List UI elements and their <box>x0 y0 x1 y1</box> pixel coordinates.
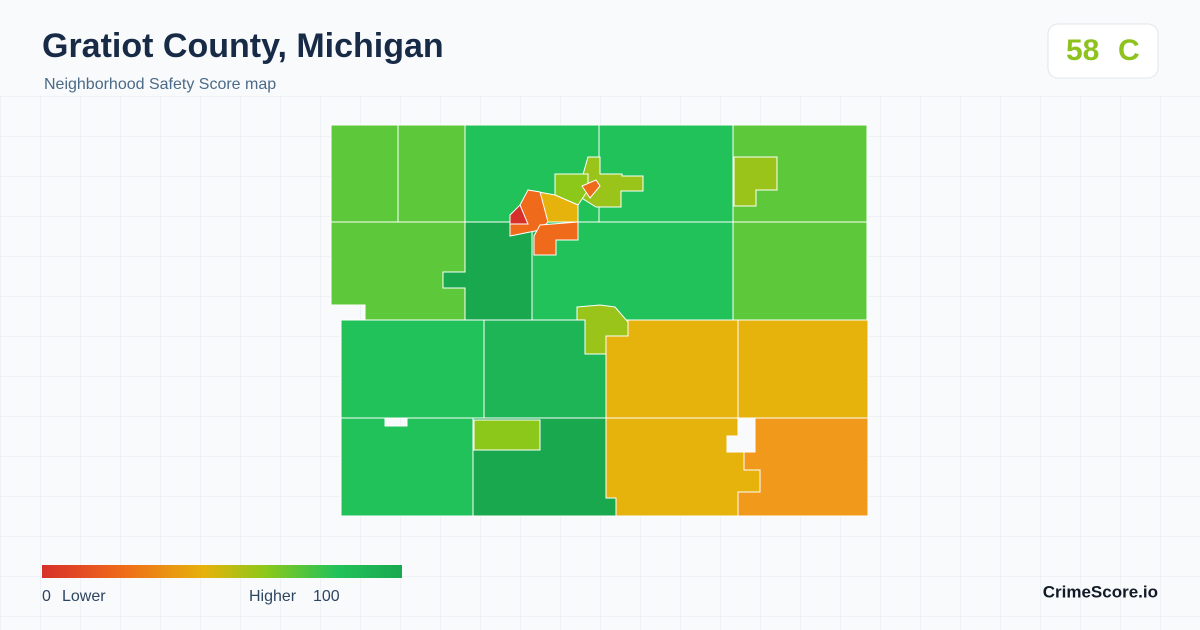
brand: CrimeScore.io <box>1043 582 1158 601</box>
region <box>737 319 869 419</box>
county-map <box>330 124 869 517</box>
region <box>330 124 399 223</box>
region <box>581 179 601 199</box>
legend-min: 0 <box>42 588 51 605</box>
score-value: 58 <box>1066 34 1099 67</box>
title: Gratiot County, Michigan <box>42 27 444 65</box>
region <box>533 221 579 256</box>
score-box <box>1047 23 1159 79</box>
region <box>340 417 474 517</box>
region <box>554 173 589 206</box>
region <box>330 221 466 321</box>
subtitle: Neighborhood Safety Score map <box>44 76 276 93</box>
legend-max-label: Higher <box>249 588 297 605</box>
legend-max: 100 <box>313 588 340 605</box>
region <box>737 417 869 517</box>
region <box>473 419 541 451</box>
region <box>732 221 868 321</box>
legend-min-label: Lower <box>62 588 106 605</box>
region <box>733 156 778 207</box>
region <box>397 124 466 223</box>
region <box>340 319 485 419</box>
region <box>605 417 761 517</box>
legend-bar <box>42 565 402 578</box>
score-grade: C <box>1118 34 1140 67</box>
